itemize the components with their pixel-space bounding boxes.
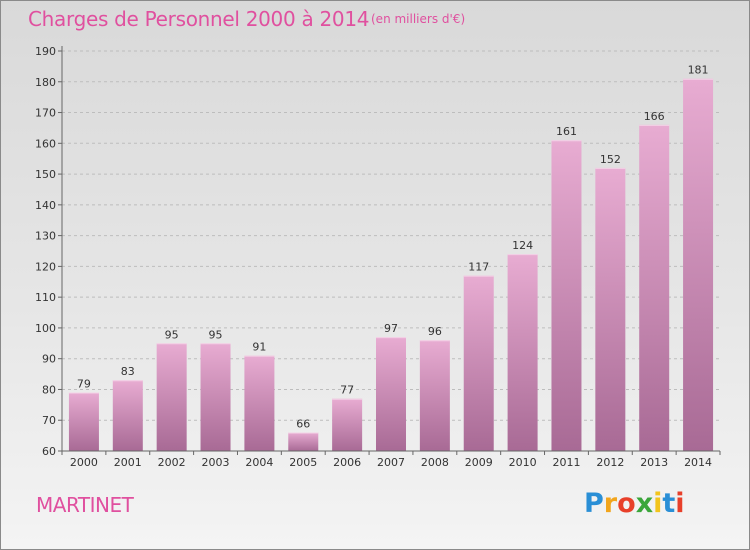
x-tick-label: 2009 xyxy=(465,456,493,469)
data-label: 66 xyxy=(296,418,310,431)
bar xyxy=(244,355,275,451)
data-label: 161 xyxy=(556,125,577,138)
x-tick-label: 2000 xyxy=(70,456,98,469)
proxiti-logo[interactable]: Proxiti xyxy=(584,488,685,519)
x-tick-label: 2007 xyxy=(377,456,405,469)
y-tick-label: 190 xyxy=(35,45,56,58)
logo-letter: i xyxy=(675,488,685,519)
data-label: 152 xyxy=(600,153,621,166)
y-tick-label: 80 xyxy=(42,383,56,396)
y-tick-label: 150 xyxy=(35,168,56,181)
bar xyxy=(419,340,450,451)
bar xyxy=(551,140,582,451)
logo-letter: i xyxy=(653,488,663,519)
commune-name: MARTINET xyxy=(36,493,134,517)
x-tick-label: 2010 xyxy=(509,456,537,469)
bar xyxy=(639,124,670,451)
data-label: 181 xyxy=(688,64,709,77)
bar xyxy=(376,337,406,451)
bar xyxy=(200,343,231,451)
logo-letter: r xyxy=(603,488,618,519)
x-tick-label: 2003 xyxy=(202,456,230,469)
x-tick-label: 2011 xyxy=(552,456,580,469)
chart-title: Charges de Personnel 2000 à 2014 xyxy=(28,7,370,31)
bar xyxy=(288,432,319,451)
x-tick-label: 2013 xyxy=(640,456,668,469)
y-tick-label: 120 xyxy=(35,260,56,273)
logo-letter: o xyxy=(617,488,636,519)
y-tick-label: 140 xyxy=(35,199,56,212)
bar xyxy=(68,392,99,451)
y-tick-label: 170 xyxy=(35,107,56,120)
data-label: 124 xyxy=(512,239,533,252)
data-label: 95 xyxy=(165,328,179,341)
x-tick-label: 2002 xyxy=(158,456,186,469)
y-tick-label: 90 xyxy=(42,353,56,366)
data-label: 79 xyxy=(77,378,91,391)
data-label: 96 xyxy=(428,325,442,338)
data-labels: 79 83 95 95 91 66 77 97 96 117 124 161 152 166 181 xyxy=(77,64,709,431)
chart-subtitle: (en milliers d'€) xyxy=(371,12,466,26)
bar xyxy=(595,167,626,451)
logo-letter: P xyxy=(584,488,604,519)
data-label: 95 xyxy=(209,328,223,341)
x-tick-label: 2014 xyxy=(684,456,712,469)
y-tick-label: 180 xyxy=(35,76,56,89)
logo-letter: t xyxy=(662,488,676,519)
bar xyxy=(332,398,363,451)
y-tick-label: 100 xyxy=(35,322,56,335)
x-tick-label: 2006 xyxy=(333,456,361,469)
bar xyxy=(683,78,714,451)
data-label: 166 xyxy=(644,110,665,123)
logo-letter: x xyxy=(635,488,654,519)
bars xyxy=(68,78,714,451)
data-label: 117 xyxy=(468,261,489,274)
y-tick-label: 110 xyxy=(35,291,56,304)
x-tick-label: 2012 xyxy=(596,456,624,469)
y-tick-label: 60 xyxy=(42,445,56,458)
data-label: 91 xyxy=(252,341,266,354)
data-label: 77 xyxy=(340,384,354,397)
bar xyxy=(463,275,494,451)
x-tick-label: 2008 xyxy=(421,456,449,469)
y-tick-label: 130 xyxy=(35,230,56,243)
x-tick-label: 2004 xyxy=(245,456,273,469)
data-label: 97 xyxy=(384,322,398,335)
bar xyxy=(112,380,143,451)
axes: 60 70 80 90 100 110 120 130 140 150 160 170 180 190 20… xyxy=(35,45,721,469)
bar xyxy=(507,254,538,451)
x-tick-label: 2001 xyxy=(114,456,142,469)
bar xyxy=(156,343,187,451)
y-tick-label: 70 xyxy=(42,414,56,427)
x-tick-label: 2005 xyxy=(289,456,317,469)
y-tick-label: 160 xyxy=(35,137,56,150)
data-label: 83 xyxy=(121,365,135,378)
